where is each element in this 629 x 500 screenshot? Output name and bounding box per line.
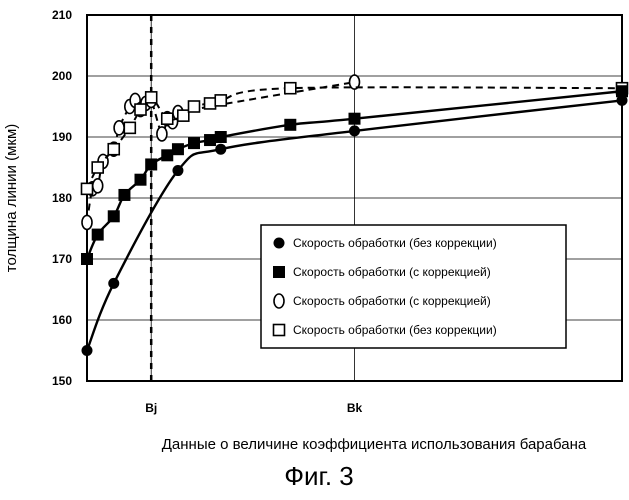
legend-label-2: Скорость обработки (с коррекцией) — [293, 265, 491, 279]
y-tick-label: 160 — [52, 313, 72, 327]
legend-marker-3 — [274, 294, 284, 308]
series-2-point — [172, 143, 184, 155]
series-1-point — [349, 125, 360, 136]
y-tick-label: 190 — [52, 130, 72, 144]
series-1-point — [617, 95, 628, 106]
y-tick-label: 200 — [52, 69, 72, 83]
series-1-point — [108, 278, 119, 289]
series-2-point — [145, 158, 157, 170]
x-axis-ticks: Bj Bk — [145, 401, 362, 415]
y-tick-label: 150 — [52, 374, 72, 388]
series-2-point — [215, 131, 227, 143]
series-3-point — [157, 127, 167, 141]
series-4-point — [146, 92, 157, 103]
y-tick-label: 180 — [52, 191, 72, 205]
series-2-point — [92, 229, 104, 241]
series-3-point — [93, 179, 103, 193]
series-4-point — [205, 98, 216, 109]
legend-label-4: Скорость обработки (без коррекции) — [293, 323, 497, 337]
series-4-point — [178, 110, 189, 121]
series-2-point — [108, 210, 120, 222]
series-2-point — [118, 189, 130, 201]
series-4-point — [189, 101, 200, 112]
series-2-point — [349, 113, 361, 125]
x-tick-label: Bj — [145, 401, 157, 415]
figure-caption: Фиг. 3 — [284, 461, 354, 491]
x-tick-label: Bk — [347, 401, 363, 415]
series-3-point — [82, 215, 92, 229]
series-4-point — [108, 144, 119, 155]
series-4-point — [285, 83, 296, 94]
series-4-point — [215, 95, 226, 106]
y-axis-ticks: 150 160 170 180 190 200 210 — [52, 8, 72, 388]
series-2-point — [161, 149, 173, 161]
legend-label-3: Скорость обработки (с коррекцией) — [293, 294, 491, 308]
legend-label-1: Скорость обработки (без коррекции) — [293, 236, 497, 250]
y-tick-label: 210 — [52, 8, 72, 22]
series-4-point — [135, 104, 146, 115]
y-axis-label: толщина линии (мкм) — [3, 124, 20, 273]
series-2-point — [81, 253, 93, 265]
series-4-point — [162, 113, 173, 124]
legend-marker-1 — [274, 238, 285, 249]
series-4-point — [82, 183, 93, 194]
series-4-point — [92, 162, 103, 173]
series-2-point — [188, 137, 200, 149]
y-tick-label: 170 — [52, 252, 72, 266]
series-1-point — [82, 345, 93, 356]
legend-marker-2 — [273, 266, 285, 278]
series-1-point — [172, 165, 183, 176]
series-1-point — [215, 144, 226, 155]
series-4-point — [124, 122, 135, 133]
series-2-point — [135, 174, 147, 186]
series-2-point — [284, 119, 296, 131]
legend: Скорость обработки (без коррекции) Скорос… — [261, 225, 566, 348]
x-axis-label: Данные о величине коэффициента использов… — [162, 436, 587, 453]
legend-marker-4 — [274, 325, 285, 336]
series-3-point — [114, 121, 124, 135]
series-2-point — [204, 134, 216, 146]
